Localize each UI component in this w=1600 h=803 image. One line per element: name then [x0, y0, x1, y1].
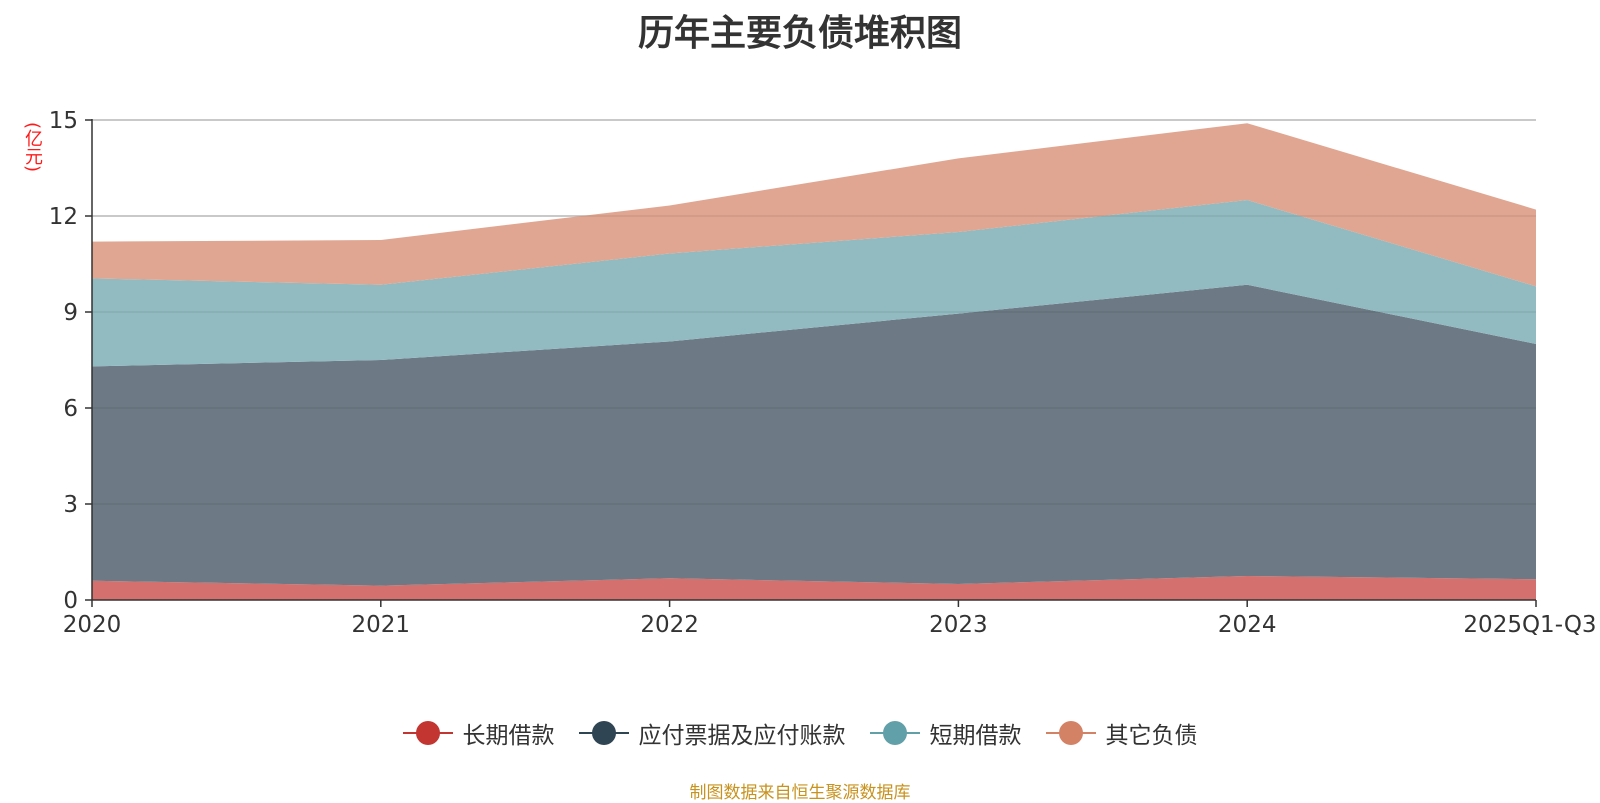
legend-marker-icon: [402, 720, 453, 746]
area-短期借款: [92, 200, 1536, 367]
y-tick-label: 0: [63, 588, 78, 614]
legend-marker-icon: [869, 720, 920, 746]
x-tick-label: 2025Q1-Q3: [1463, 612, 1596, 638]
legend-label: 其它负债: [1105, 723, 1198, 749]
x-tick-label: 2024: [1218, 612, 1277, 638]
legend-marker-icon: [1045, 720, 1096, 746]
legend: 长期借款 应付票据及应付账款 短期借款 其它负债: [0, 716, 1600, 750]
legend-item[interactable]: 应付票据及应付账款: [578, 716, 846, 750]
legend-marker-icon: [578, 720, 629, 746]
y-tick-label: 6: [63, 396, 78, 422]
area-其它负债: [92, 123, 1536, 287]
legend-item[interactable]: 短期借款: [869, 716, 1022, 750]
chart-title: 历年主要负债堆积图: [637, 13, 962, 54]
x-tick-label: 2022: [640, 612, 699, 638]
x-tick-label: 2020: [63, 612, 122, 638]
stacked-area-chart: 0 3 6 9 12 15 2020 2021 2022 2023 2024 2025Q1-Q3: [49, 108, 1597, 638]
legend-item[interactable]: 其它负债: [1045, 716, 1198, 750]
y-tick-label: 12: [49, 204, 78, 230]
legend-item[interactable]: 长期借款: [402, 716, 555, 750]
area-series: [92, 119, 1536, 600]
source-note: 制图数据来自恒生聚源数据库: [689, 783, 911, 803]
legend-label: 长期借款: [462, 723, 555, 749]
legend-label: 短期借款: [929, 723, 1022, 749]
area-应付票据及应付账款: [92, 284, 1536, 586]
y-axis-unit-label: (亿元): [22, 122, 43, 173]
x-tick-label: 2021: [352, 612, 411, 638]
axes: 0 3 6 9 12 15 2020 2021 2022 2023 2024 2025Q1-Q3: [49, 108, 1597, 638]
legend-label: 应付票据及应付账款: [638, 723, 846, 749]
y-tick-label: 15: [49, 108, 78, 134]
y-tick-label: 3: [63, 492, 78, 518]
y-tick-label: 9: [63, 300, 78, 326]
area-长期借款: [92, 576, 1536, 600]
x-tick-label: 2023: [929, 612, 988, 638]
